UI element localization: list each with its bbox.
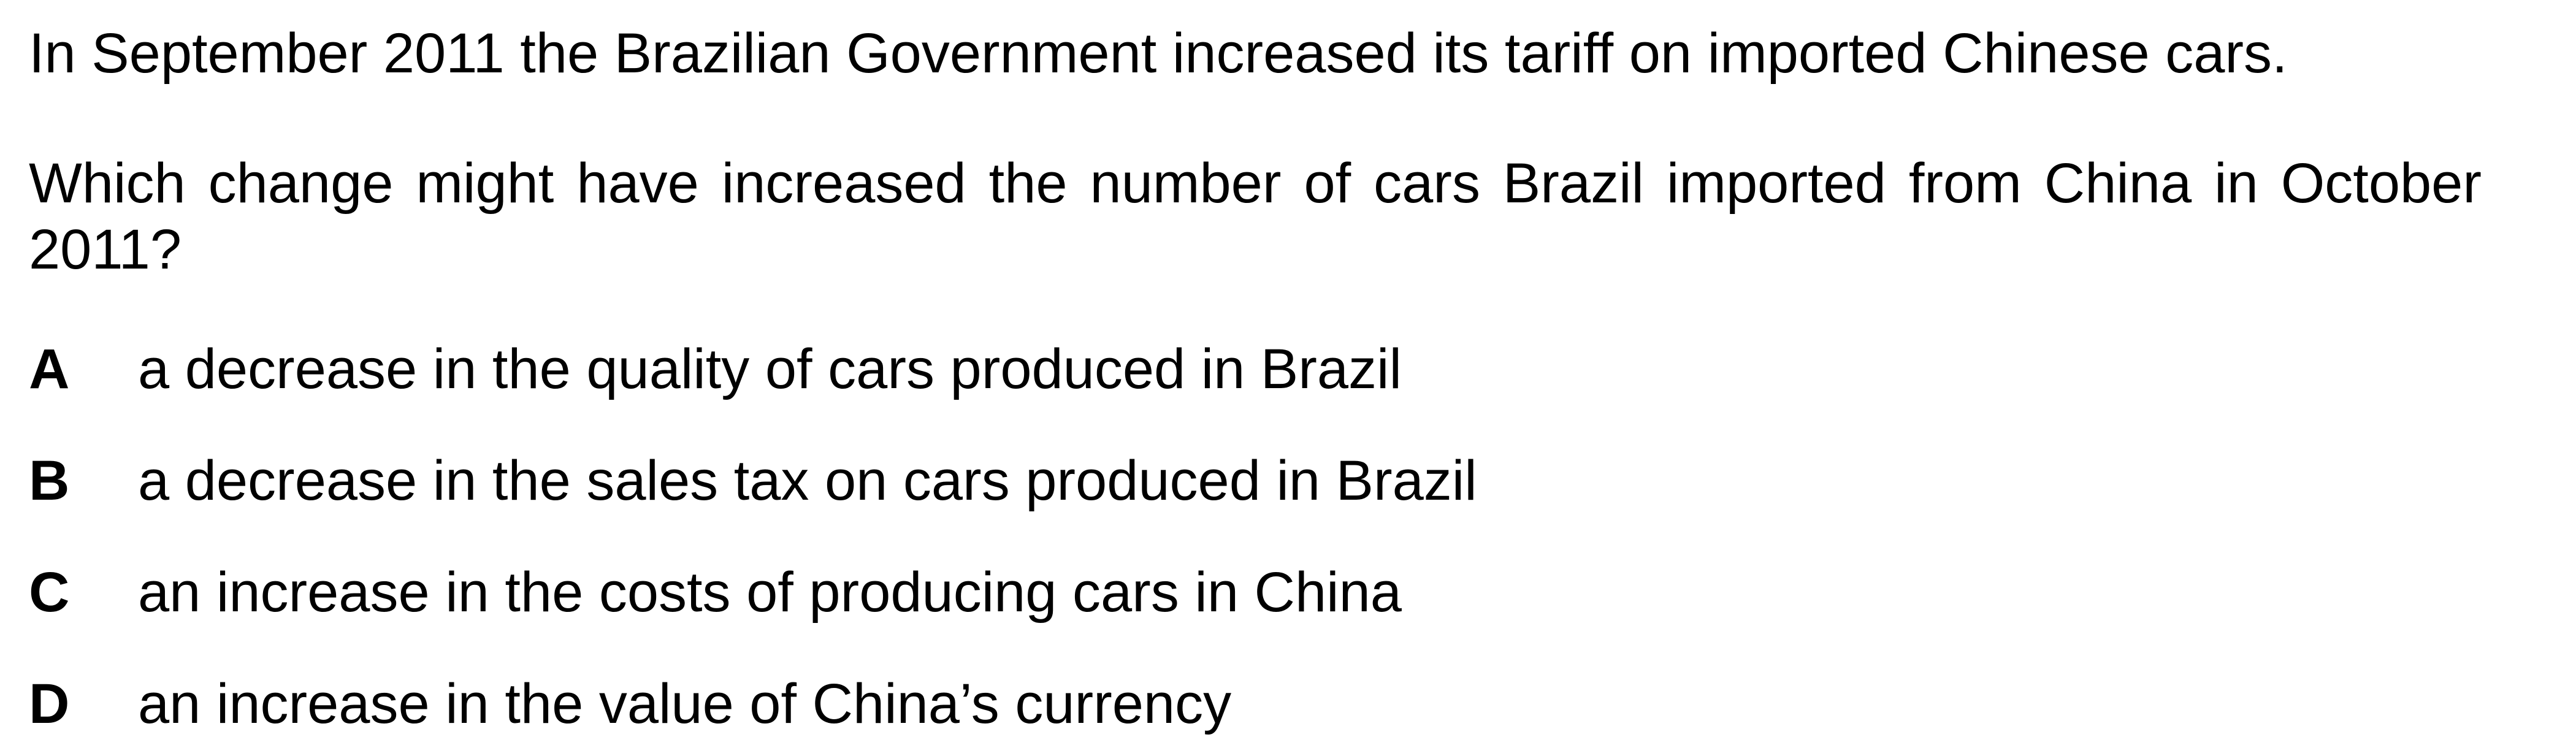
question-intro: In September 2011 the Brazilian Governme… [29,22,2288,85]
option-text: a decrease in the sales tax on cars prod… [138,449,1477,512]
option-letter: D [29,673,70,735]
option-letter: C [29,561,70,624]
option-text: a decrease in the quality of cars produc… [138,338,1402,400]
option-letter: A [29,338,70,400]
option-letter: B [29,449,70,512]
option-text: an increase in the value of China’s curr… [138,673,1232,735]
question-prompt: Which change might have increased the nu… [29,152,2482,281]
option-text: an increase in the costs of producing ca… [138,561,1402,624]
